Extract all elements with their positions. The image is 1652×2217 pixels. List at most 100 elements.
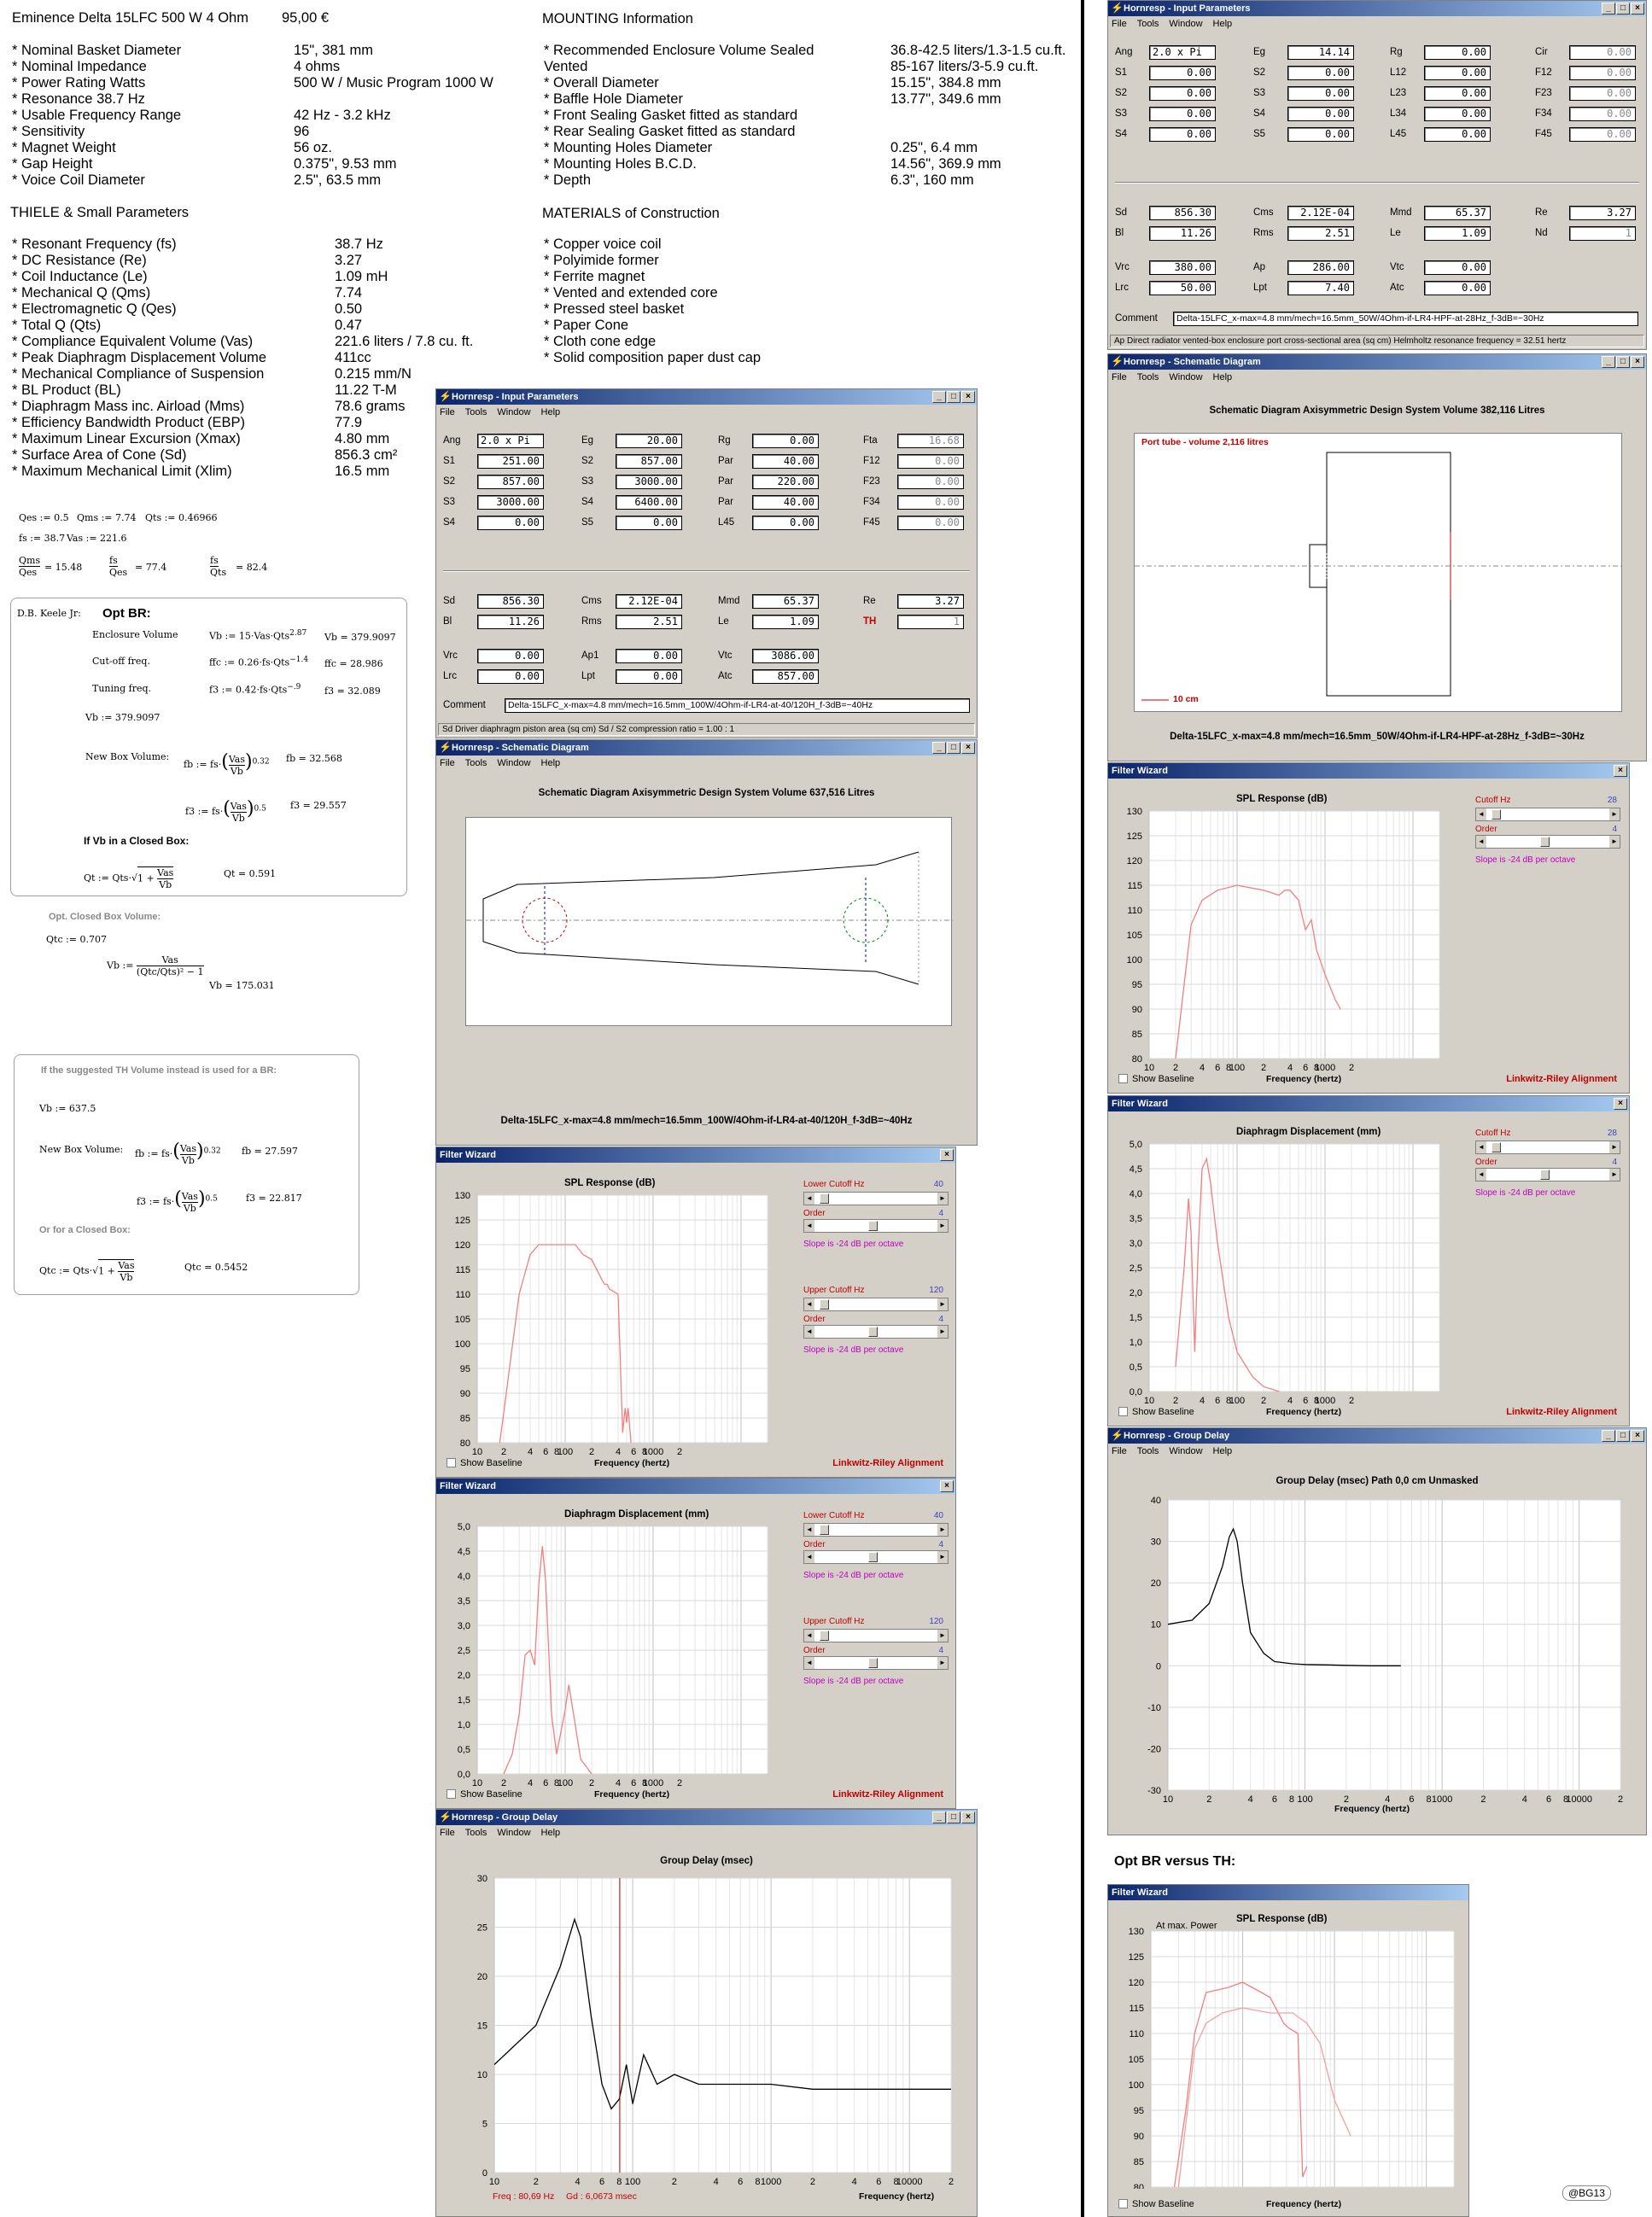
slider-left-arrow[interactable]: ◄ bbox=[804, 1193, 814, 1205]
maximize-button[interactable]: □ bbox=[947, 742, 960, 754]
menu-file[interactable]: File bbox=[440, 1828, 455, 1838]
slider-left-arrow[interactable]: ◄ bbox=[804, 1524, 814, 1536]
param-field-par[interactable]: 40.00 bbox=[752, 495, 819, 510]
close-button[interactable]: × bbox=[1614, 765, 1627, 777]
menu-window[interactable]: Window bbox=[497, 1828, 531, 1838]
slider-thumb[interactable] bbox=[1491, 809, 1501, 820]
cutoff-slider[interactable]: ◄ ► bbox=[1475, 1141, 1620, 1154]
param-field-par[interactable]: 40.00 bbox=[752, 454, 819, 469]
minimize-button[interactable]: _ bbox=[932, 391, 946, 403]
param-field-lpt[interactable]: 0.00 bbox=[616, 669, 682, 684]
param-field-re[interactable]: 3.27 bbox=[897, 594, 964, 609]
param-field-cms[interactable]: 2.12E-04 bbox=[1287, 206, 1354, 220]
show-baseline-checkbox[interactable]: Show Baseline bbox=[1118, 2199, 1194, 2209]
param-field-atc[interactable]: 857.00 bbox=[752, 669, 819, 684]
minimize-button[interactable]: _ bbox=[1602, 1430, 1615, 1442]
slider-thumb[interactable] bbox=[868, 1221, 878, 1231]
slider-thumb[interactable] bbox=[820, 1525, 829, 1535]
param-field-rms[interactable]: 2.51 bbox=[1287, 226, 1354, 241]
close-button[interactable]: × bbox=[961, 1812, 975, 1823]
maximize-button[interactable]: □ bbox=[947, 1812, 960, 1823]
param-field-th[interactable]: 1 bbox=[897, 615, 964, 629]
param-field-atc[interactable]: 0.00 bbox=[1424, 281, 1491, 295]
menu-tools[interactable]: Tools bbox=[464, 407, 487, 417]
checkbox-box[interactable] bbox=[1118, 1407, 1128, 1416]
show-baseline-checkbox[interactable]: Show Baseline bbox=[1118, 1074, 1194, 1084]
param-field-bl[interactable]: 11.26 bbox=[1149, 226, 1216, 241]
slider-thumb[interactable] bbox=[1540, 837, 1550, 847]
menu-help[interactable]: Help bbox=[1212, 1446, 1233, 1456]
menu-file[interactable]: File bbox=[1112, 1446, 1127, 1456]
slider-thumb[interactable] bbox=[820, 1193, 829, 1204]
param-field-ap[interactable]: 286.00 bbox=[1287, 260, 1354, 275]
menu-window[interactable]: Window bbox=[1169, 1446, 1203, 1456]
slider-thumb[interactable] bbox=[820, 1631, 829, 1641]
checkbox-box[interactable] bbox=[1118, 2199, 1128, 2208]
slider-thumb[interactable] bbox=[868, 1658, 878, 1668]
menu-tools[interactable]: Tools bbox=[464, 1828, 487, 1838]
menu-help[interactable]: Help bbox=[1212, 372, 1233, 382]
param-field-l23[interactable]: 0.00 bbox=[1424, 86, 1491, 101]
param-field-s3[interactable]: 3000.00 bbox=[477, 495, 544, 510]
order-slider[interactable]: ◄ ► bbox=[803, 1325, 949, 1339]
comment-field[interactable]: Delta-15LFC_x-max=4.8 mm/mech=16.5mm_100… bbox=[505, 698, 970, 713]
param-field-f45[interactable]: 0.00 bbox=[1569, 127, 1636, 142]
param-field-l45[interactable]: 0.00 bbox=[752, 516, 819, 530]
close-button[interactable]: × bbox=[940, 1149, 954, 1161]
cutoff-slider[interactable]: ◄ ► bbox=[803, 1298, 949, 1311]
order-slider[interactable]: ◄ ► bbox=[1475, 1168, 1620, 1181]
param-field-cms[interactable]: 2.12E-04 bbox=[616, 594, 682, 609]
param-field-rms[interactable]: 2.51 bbox=[616, 615, 682, 629]
slider-left-arrow[interactable]: ◄ bbox=[804, 1220, 814, 1232]
comment-field[interactable]: Delta-15LFC_x-max=4.8 mm/mech=16.5mm_50W… bbox=[1173, 312, 1638, 326]
show-baseline-checkbox[interactable]: Show Baseline bbox=[447, 1458, 522, 1468]
param-field-s2[interactable]: 857.00 bbox=[477, 475, 544, 489]
param-field-f34[interactable]: 0.00 bbox=[1569, 107, 1636, 121]
param-field-f23[interactable]: 0.00 bbox=[897, 475, 964, 489]
param-field-eg[interactable]: 14.14 bbox=[1287, 45, 1354, 60]
menu-window[interactable]: Window bbox=[1169, 19, 1203, 29]
cutoff-slider[interactable]: ◄ ► bbox=[803, 1629, 949, 1642]
param-field-le[interactable]: 1.09 bbox=[1424, 226, 1491, 241]
maximize-button[interactable]: □ bbox=[1616, 3, 1630, 15]
param-field-vrc[interactable]: 380.00 bbox=[1149, 260, 1216, 275]
slider-right-arrow[interactable]: ► bbox=[937, 1193, 948, 1205]
slider-right-arrow[interactable]: ► bbox=[1609, 836, 1620, 848]
close-button[interactable]: × bbox=[1614, 1098, 1627, 1110]
param-field-s3[interactable]: 0.00 bbox=[1149, 107, 1216, 121]
slider-left-arrow[interactable]: ◄ bbox=[804, 1298, 814, 1310]
menu-help[interactable]: Help bbox=[540, 1828, 561, 1838]
param-field-re[interactable]: 3.27 bbox=[1569, 206, 1636, 220]
param-field-lrc[interactable]: 0.00 bbox=[477, 669, 544, 684]
close-button[interactable]: × bbox=[1631, 1430, 1644, 1442]
param-field-bl[interactable]: 11.26 bbox=[477, 615, 544, 629]
param-field-nd[interactable]: 1 bbox=[1569, 226, 1636, 241]
slider-left-arrow[interactable]: ◄ bbox=[804, 1326, 814, 1338]
param-field-l45[interactable]: 0.00 bbox=[1424, 127, 1491, 142]
checkbox-box[interactable] bbox=[1118, 1074, 1128, 1083]
param-field-vtc[interactable]: 3086.00 bbox=[752, 649, 819, 663]
param-field-le[interactable]: 1.09 bbox=[752, 615, 819, 629]
slider-left-arrow[interactable]: ◄ bbox=[804, 1657, 814, 1669]
param-field-vrc[interactable]: 0.00 bbox=[477, 649, 544, 663]
close-button[interactable]: × bbox=[940, 1480, 954, 1492]
param-field-l12[interactable]: 0.00 bbox=[1424, 66, 1491, 80]
menu-tools[interactable]: Tools bbox=[1136, 372, 1159, 382]
show-baseline-checkbox[interactable]: Show Baseline bbox=[1118, 1407, 1194, 1417]
maximize-button[interactable]: □ bbox=[1616, 356, 1630, 368]
minimize-button[interactable]: _ bbox=[932, 742, 946, 754]
param-field-lrc[interactable]: 50.00 bbox=[1149, 281, 1216, 295]
menu-tools[interactable]: Tools bbox=[464, 758, 487, 768]
param-field-s4[interactable]: 6400.00 bbox=[616, 495, 682, 510]
menu-tools[interactable]: Tools bbox=[1136, 19, 1159, 29]
order-slider[interactable]: ◄ ► bbox=[803, 1656, 949, 1670]
param-field-s3[interactable]: 0.00 bbox=[1287, 86, 1354, 101]
param-field-lpt[interactable]: 7.40 bbox=[1287, 281, 1354, 295]
param-field-sd[interactable]: 856.30 bbox=[477, 594, 544, 609]
slider-right-arrow[interactable]: ► bbox=[937, 1551, 948, 1563]
param-field-s2[interactable]: 857.00 bbox=[616, 454, 682, 469]
param-field-s1[interactable]: 0.00 bbox=[1149, 66, 1216, 80]
slider-right-arrow[interactable]: ► bbox=[937, 1220, 948, 1232]
slider-right-arrow[interactable]: ► bbox=[1609, 1169, 1620, 1181]
param-field-vtc[interactable]: 0.00 bbox=[1424, 260, 1491, 275]
